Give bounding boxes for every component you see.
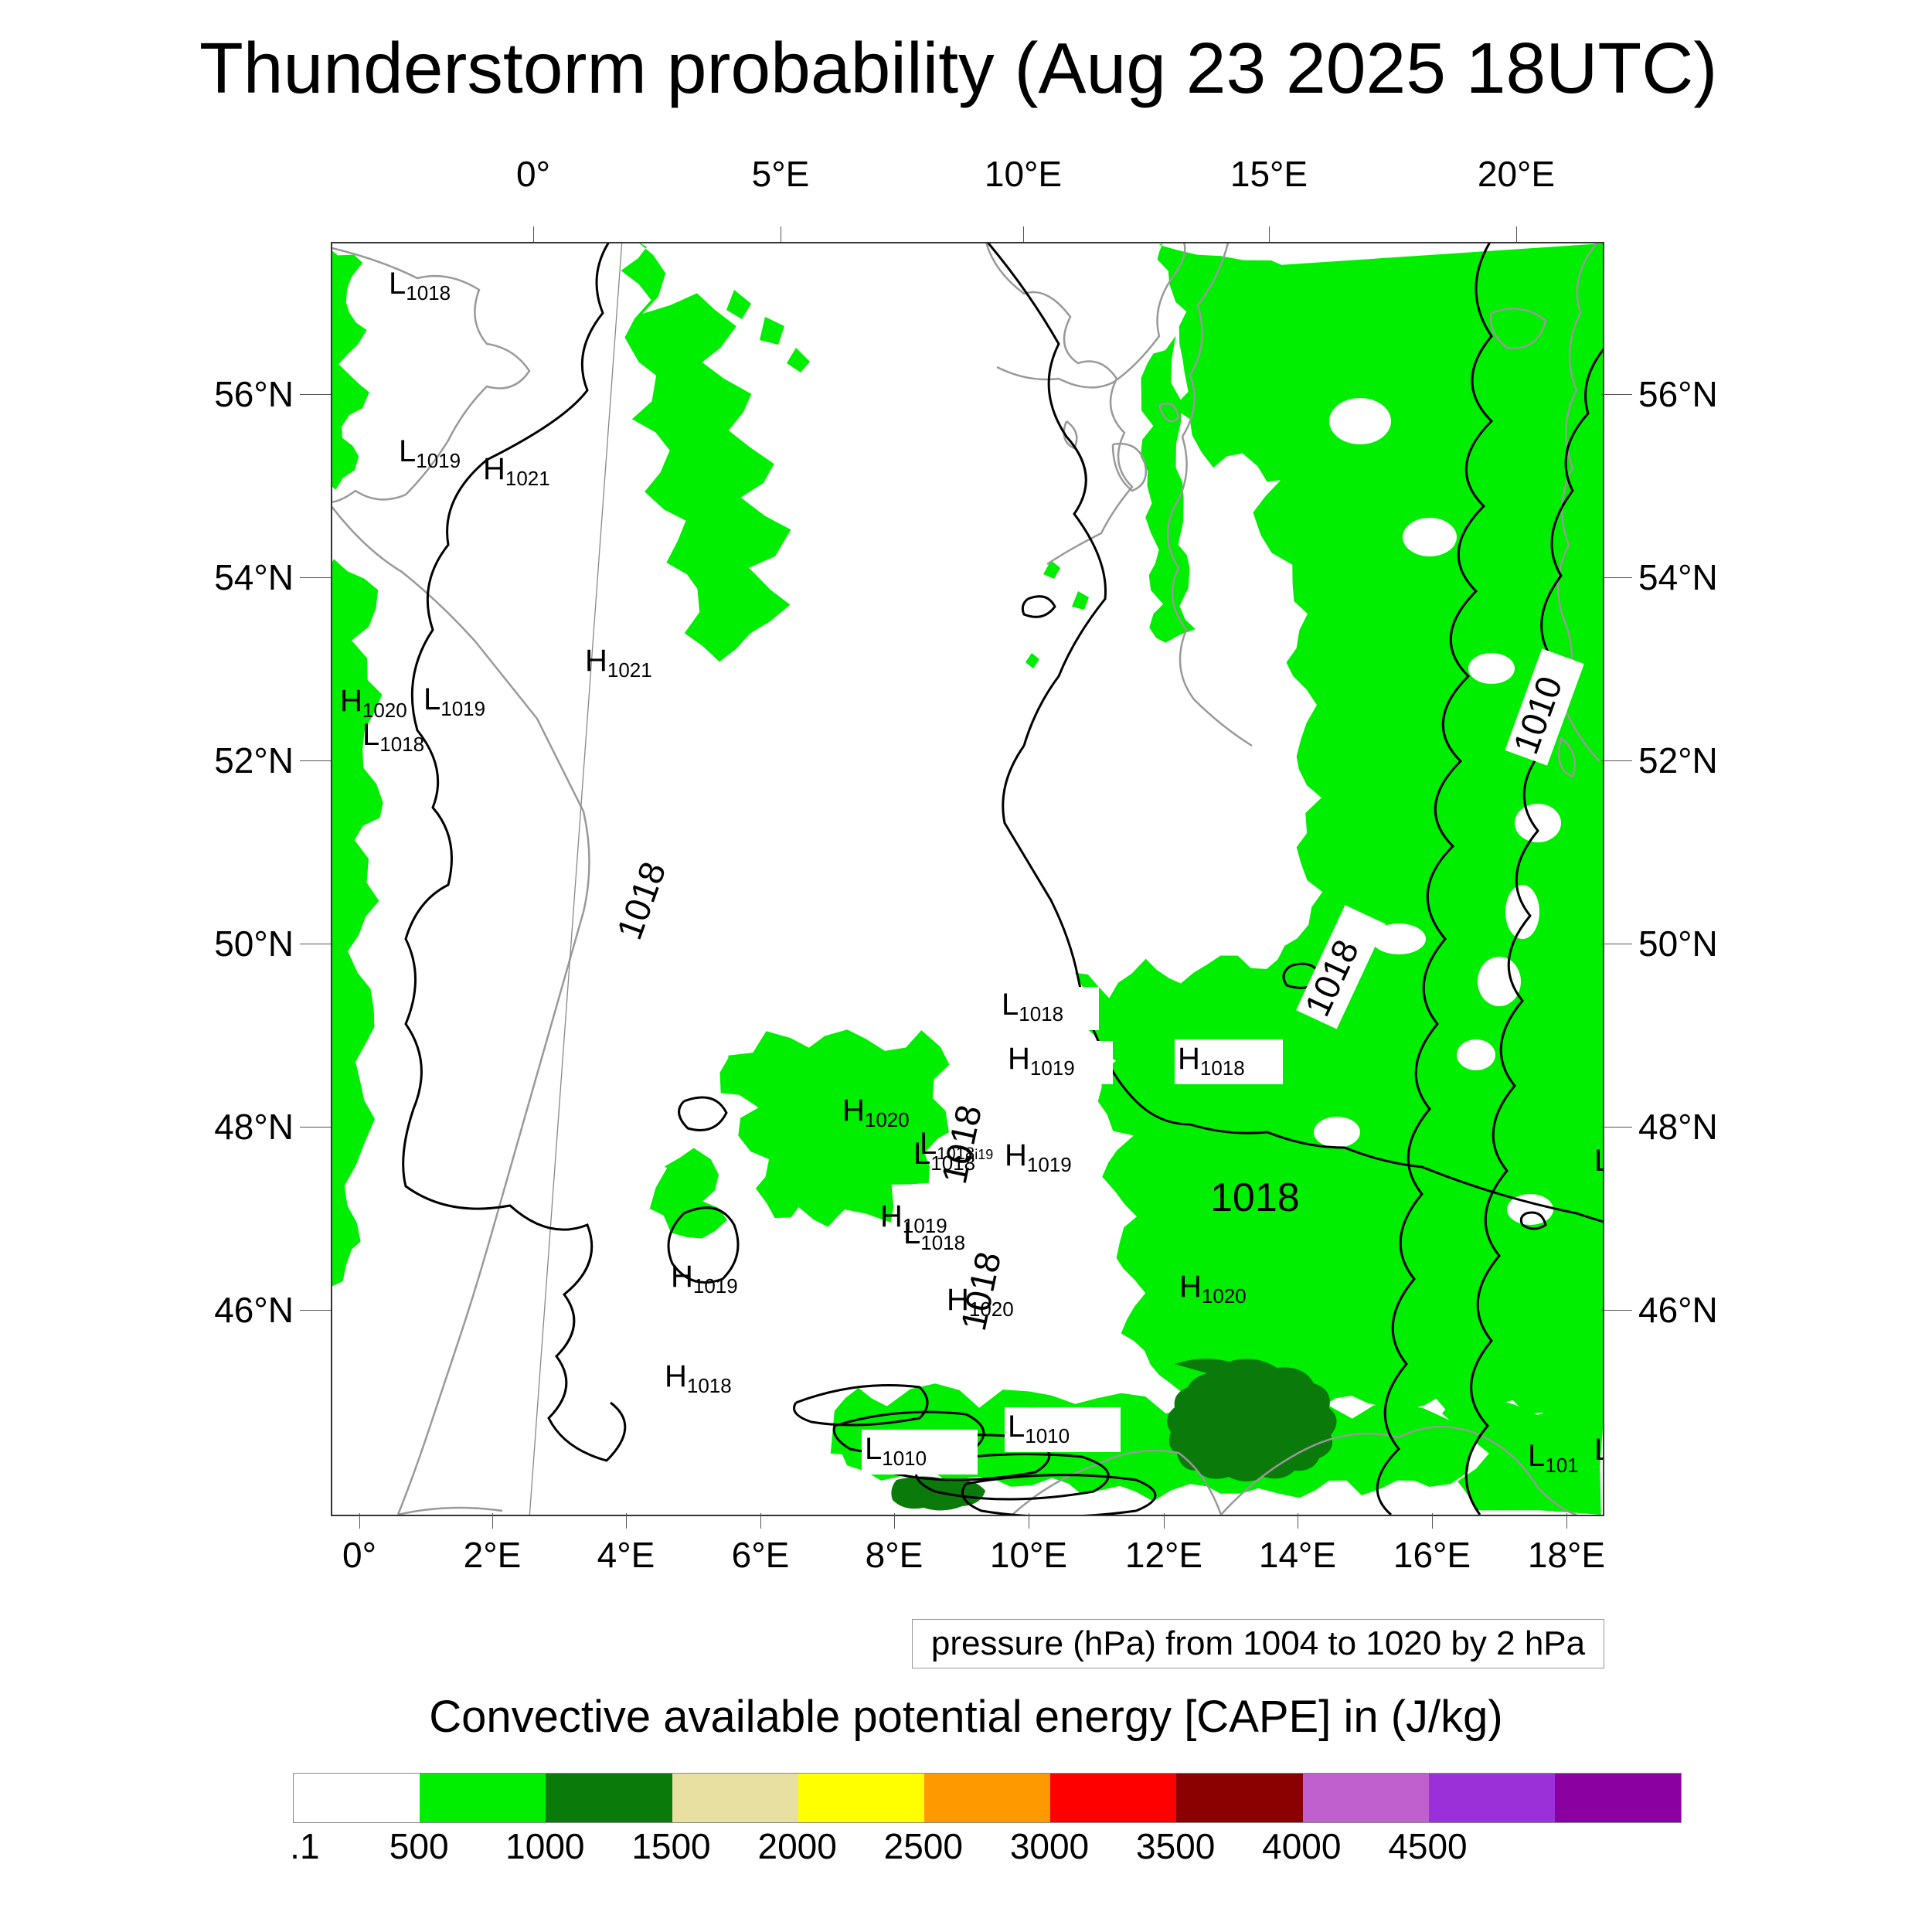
svg-text:H1019: H1019 (671, 1260, 738, 1298)
svg-text:L1019: L1019 (399, 434, 461, 472)
svg-text:H1021: H1021 (483, 452, 550, 490)
svg-text:L10: L10 (1594, 1144, 1603, 1182)
svg-text:H1018: H1018 (665, 1359, 732, 1397)
svg-text:L1019: L1019 (423, 682, 485, 720)
svg-text:H1019: H1019 (1005, 1138, 1072, 1176)
svg-text:1018: 1018 (953, 1248, 1009, 1334)
svg-text:L1013: L1013 (1594, 1433, 1603, 1471)
svg-text:H1021: H1021 (585, 644, 652, 682)
svg-text:1018: 1018 (1210, 1175, 1300, 1220)
svg-text:L1018: L1018 (389, 267, 451, 304)
